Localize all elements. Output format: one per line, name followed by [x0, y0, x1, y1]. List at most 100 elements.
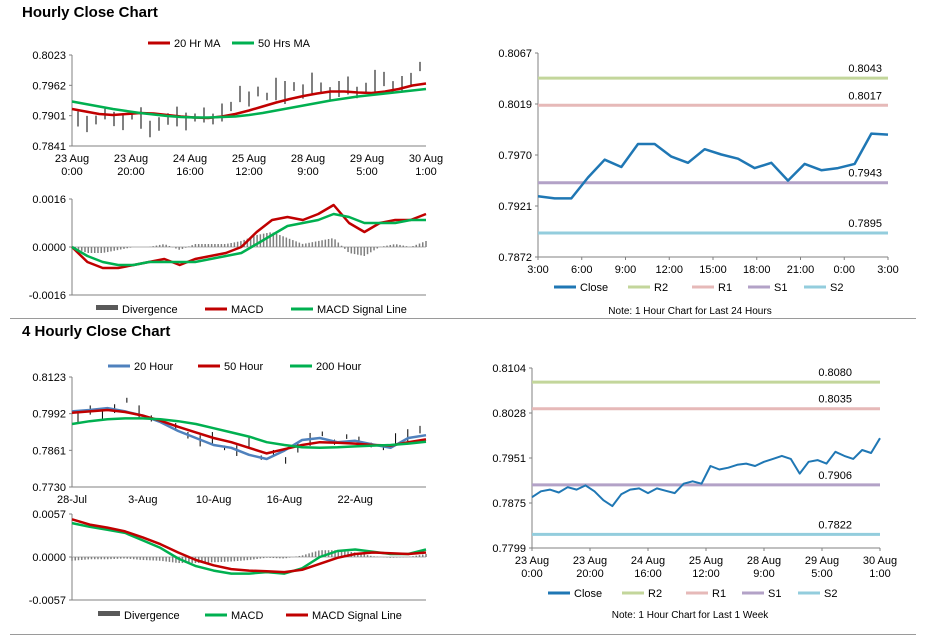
- hourly-ma-x-tick-label: 20:00: [117, 166, 145, 178]
- four-hour-macd-y-tick-label: -0.0057: [29, 595, 66, 607]
- four-hour-close-note: Note: 1 Hour Chart for Last 1 Week: [612, 610, 770, 621]
- hourly-macd-y-tick-label: 0.0000: [32, 242, 66, 254]
- four-hour-ma-series-line: [71, 406, 427, 461]
- hourly-close-y-tick-label: 0.7970: [498, 150, 532, 162]
- four-hour-close-legend-label: S1: [768, 588, 781, 600]
- hourly-macd-legend-swatch: [96, 305, 118, 310]
- four-hour-close-x-tick-label: 20:00: [576, 568, 604, 580]
- hourly-ma-x-tick-label: 24 Aug: [173, 153, 207, 165]
- four-hour-ma-x-tick-label: 28-Jul: [57, 494, 87, 506]
- hourly-close-x-tick-label: 0:00: [834, 264, 855, 276]
- hourly-ma-y-tick-label: 0.7901: [32, 111, 66, 123]
- hourly-macd-series-line: [71, 203, 427, 270]
- hourly-close-x-tick-label: 3:00: [877, 264, 898, 276]
- four-hour-ma-series-line: [71, 417, 427, 450]
- hourly-ma-x-tick-label: 5:00: [356, 166, 377, 178]
- four-hour-close-x-tick-label: 25 Aug: [689, 555, 723, 567]
- four-hour-ma-x-tick-label: 3-Aug: [128, 494, 157, 506]
- weekly-pivot-s2-label: 0.7822: [818, 519, 852, 531]
- hourly-macd-y-tick-label: 0.0016: [32, 194, 66, 206]
- four-hour-ma-legend-label: 200 Hour: [316, 361, 362, 373]
- hourly-macd-legend-label: MACD Signal Line: [317, 304, 407, 316]
- hourly-ma-x-tick-label: 29 Aug: [350, 153, 384, 165]
- section-title-hourly: Hourly Close Chart: [22, 4, 158, 21]
- hourly-ma-x-tick-label: 23 Aug: [114, 153, 148, 165]
- hourly-pivot-s1-label: 0.7943: [848, 168, 882, 180]
- hourly-ma-x-tick-label: 28 Aug: [291, 153, 325, 165]
- hourly-ma-x-tick-label: 25 Aug: [232, 153, 266, 165]
- hourly-ma-legend-label: 20 Hr MA: [174, 38, 221, 50]
- four-hour-macd-series-line: [71, 518, 427, 574]
- four-hour-close-x-tick-label: 29 Aug: [805, 555, 839, 567]
- hourly-close-x-tick-label: 21:00: [787, 264, 815, 276]
- four-hour-close-x-tick-label: 1:00: [869, 568, 890, 580]
- hourly-ma-series-line: [71, 82, 427, 120]
- hourly-pivot-s2-label: 0.7895: [848, 218, 882, 230]
- four-hour-close-y-tick-label: 0.8028: [492, 408, 526, 420]
- four-hour-macd-y-tick-label: 0.0057: [32, 509, 66, 521]
- four-hour-close-x-tick-label: 12:00: [692, 568, 720, 580]
- hourly-ma-x-tick-label: 23 Aug: [55, 153, 89, 165]
- four-hour-close-x-tick-label: 16:00: [634, 568, 662, 580]
- bottom-divider: [10, 634, 916, 635]
- four-hour-close-x-tick-label: 23 Aug: [515, 555, 549, 567]
- four-hour-close-x-tick-label: 30 Aug: [863, 555, 897, 567]
- four-hour-ma-legend-label: 20 Hour: [134, 361, 173, 373]
- weekly-pivot-s1-label: 0.7906: [818, 470, 852, 482]
- four-hour-close-x-tick-label: 24 Aug: [631, 555, 665, 567]
- four-hour-close-x-tick-label: 5:00: [811, 568, 832, 580]
- four-hour-close-y-tick-label: 0.7875: [492, 498, 526, 510]
- hourly-close-y-tick-label: 0.8067: [498, 48, 532, 60]
- four-hour-macd-legend-swatch: [98, 611, 120, 616]
- weekly-pivot-r2-label: 0.8080: [818, 367, 852, 379]
- hourly-close-y-tick-label: 0.7921: [498, 201, 532, 213]
- four-hour-ma-legend-label: 50 Hour: [224, 361, 263, 373]
- four-hour-close-x-tick-label: 9:00: [753, 568, 774, 580]
- four-hour-macd-legend-label: MACD: [231, 610, 263, 622]
- four-hour-close-legend-label: R2: [648, 588, 662, 600]
- four-hour-close-legend-label: R1: [712, 588, 726, 600]
- hourly-close-legend-label: R1: [718, 282, 732, 294]
- hourly-close-x-tick-label: 12:00: [655, 264, 683, 276]
- four-hour-close-x-tick-label: 0:00: [521, 568, 542, 580]
- four-hour-macd-legend-label: Divergence: [124, 610, 180, 622]
- hourly-close-legend-label: R2: [654, 282, 668, 294]
- hourly-macd-y-tick-label: -0.0016: [29, 290, 66, 302]
- four-hour-ma-y-tick-label: 0.7861: [32, 445, 66, 457]
- hourly-ma-x-tick-label: 16:00: [176, 166, 204, 178]
- four-hour-close-y-tick-label: 0.8104: [492, 363, 526, 375]
- hourly-close-legend-label: S1: [774, 282, 787, 294]
- four-hour-close-legend-label: S2: [824, 588, 837, 600]
- hourly-ma-x-tick-label: 30 Aug: [409, 153, 443, 165]
- hourly-close-legend-label: S2: [830, 282, 843, 294]
- hourly-ma-series-line: [71, 87, 427, 119]
- four-hour-ma-x-tick-label: 22-Aug: [337, 494, 372, 506]
- four-hour-close-legend-label: Close: [574, 588, 602, 600]
- hourly-close-x-tick-label: 18:00: [743, 264, 771, 276]
- hourly-pivot-r1-label: 0.8017: [848, 90, 882, 102]
- four-hour-ma-y-tick-label: 0.7730: [32, 482, 66, 494]
- hourly-macd-series-line: [71, 212, 426, 267]
- hourly-macd-legend-label: MACD: [231, 304, 263, 316]
- hourly-ma-legend-label: 50 Hrs MA: [258, 38, 311, 50]
- four-hour-ma-series-line: [71, 408, 427, 455]
- four-hour-close-x-tick-label: 23 Aug: [573, 555, 607, 567]
- four-hour-close-x-tick-label: 28 Aug: [747, 555, 781, 567]
- hourly-ma-y-tick-label: 0.7962: [32, 80, 66, 92]
- weekly-pivot-r1-label: 0.8035: [818, 394, 852, 406]
- section-divider: [10, 318, 916, 319]
- hourly-close-note: Note: 1 Hour Chart for Last 24 Hours: [608, 306, 771, 317]
- hourly-ma-x-tick-label: 1:00: [415, 166, 436, 178]
- four-hour-ma-x-tick-label: 16-Aug: [267, 494, 302, 506]
- four-hour-ma-y-tick-label: 0.8123: [32, 372, 66, 384]
- hourly-ma-x-tick-label: 0:00: [61, 166, 82, 178]
- hourly-close-x-tick-label: 15:00: [699, 264, 727, 276]
- hourly-close-line: [537, 132, 889, 200]
- four-hour-close-line: [531, 437, 881, 508]
- hourly-ma-y-tick-label: 0.8023: [32, 50, 66, 62]
- four-hour-macd-legend-label: MACD Signal Line: [312, 610, 402, 622]
- four-hour-macd-series-line: [71, 521, 427, 575]
- hourly-macd-legend-label: Divergence: [122, 304, 178, 316]
- four-hour-ma-x-tick-label: 10-Aug: [196, 494, 231, 506]
